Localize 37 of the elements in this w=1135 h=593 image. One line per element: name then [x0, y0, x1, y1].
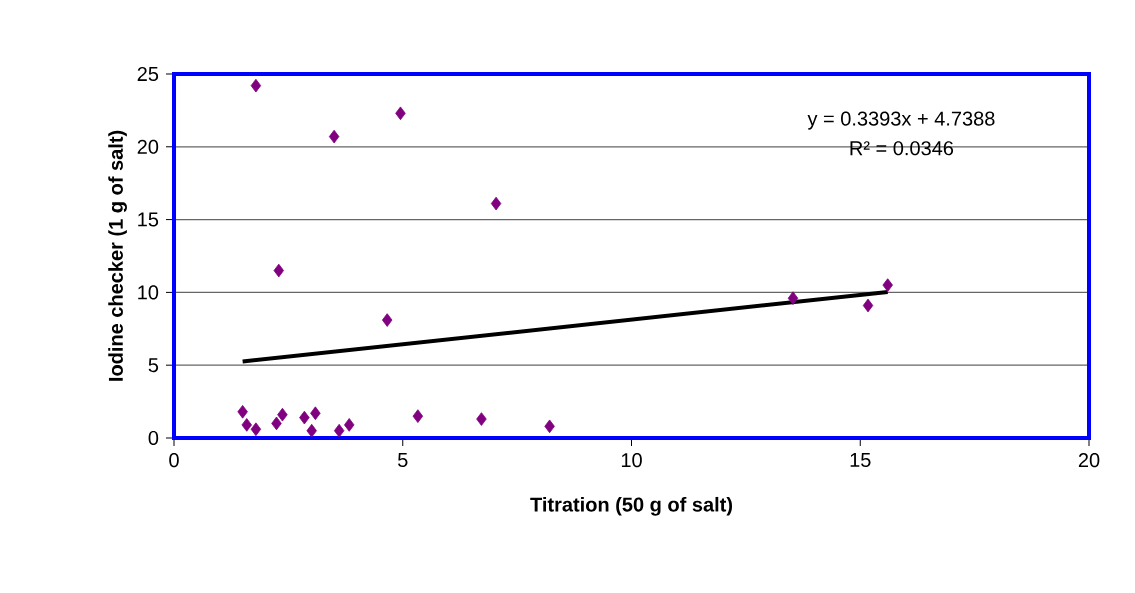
point — [862, 298, 874, 313]
annotation: y = 0.3393x + 4.7388 — [807, 111, 995, 130]
point — [328, 129, 340, 144]
point — [271, 416, 282, 431]
y-axis-title: Iodine checker (1 g of salt) — [108, 130, 127, 381]
point — [241, 418, 252, 432]
point — [476, 412, 487, 426]
point — [490, 196, 502, 211]
y-tick-label: 10 — [138, 285, 159, 300]
point — [299, 410, 310, 425]
y-tick-label: 25 — [137, 66, 159, 82]
point — [273, 263, 284, 278]
point — [382, 313, 393, 327]
y-tick-label: 20 — [137, 139, 159, 154]
point — [412, 409, 424, 423]
x-tick-label: 10 — [621, 453, 642, 468]
x-tick-label: 0 — [169, 453, 179, 468]
annotation: R² = 0.0346 — [850, 141, 954, 156]
point — [333, 423, 345, 438]
point — [250, 78, 262, 93]
y-tick-label: 15 — [138, 212, 159, 227]
point — [237, 404, 248, 419]
x-axis-title: Titration (50 g of salt) — [530, 496, 733, 516]
point — [306, 423, 317, 438]
point — [344, 418, 355, 432]
point — [395, 106, 406, 121]
x-tick-label: 5 — [398, 453, 408, 467]
point — [787, 291, 799, 306]
x-tick-label: 15 — [850, 453, 871, 467]
point — [882, 278, 893, 292]
point — [544, 419, 555, 434]
point — [277, 407, 288, 422]
point — [250, 422, 262, 437]
x-tick-label: 20 — [1078, 453, 1100, 468]
y-tick-label: 5 — [148, 358, 159, 373]
point — [310, 406, 321, 421]
y-tick-label: 0 — [148, 430, 159, 446]
